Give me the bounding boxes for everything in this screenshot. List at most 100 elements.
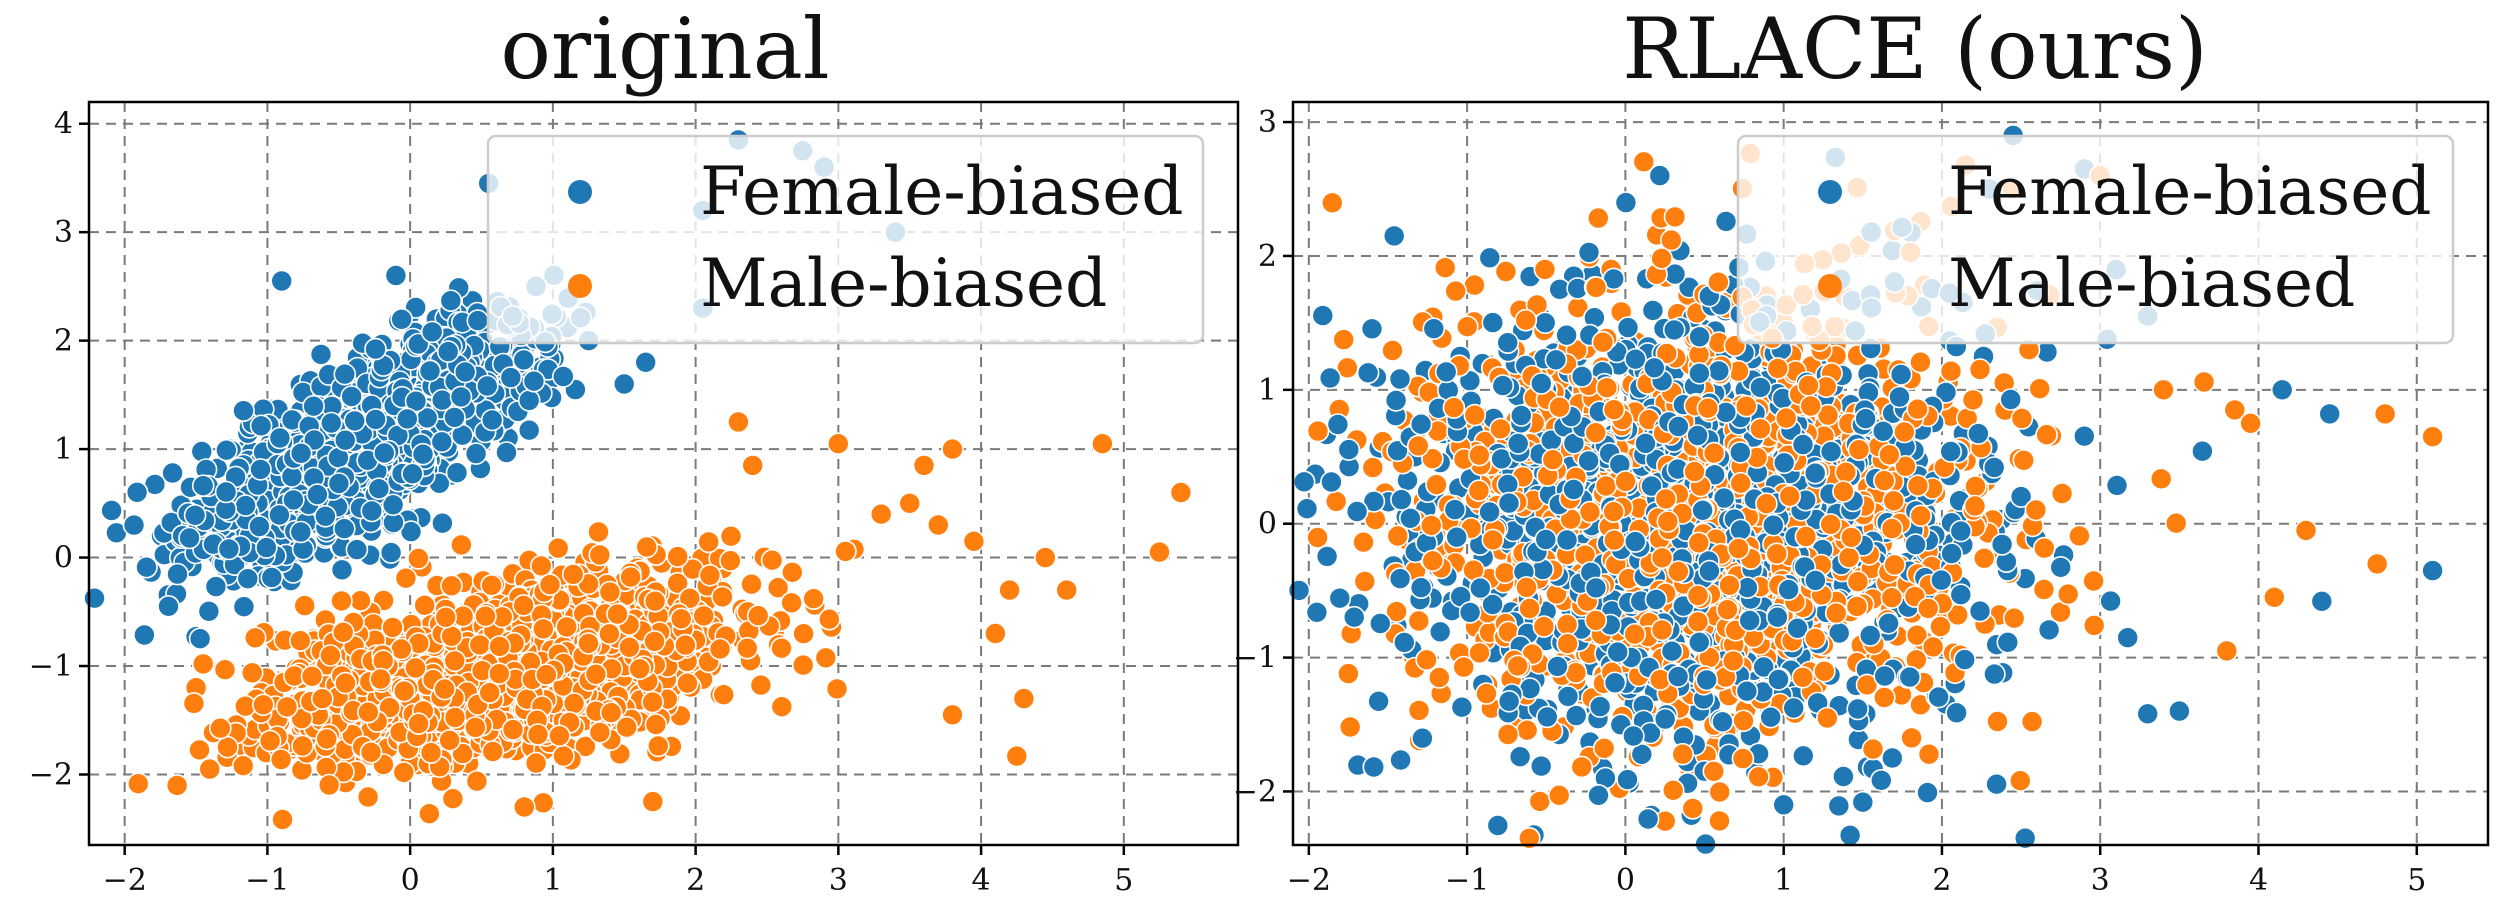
male-biased-point [526,723,550,746]
female-biased-point [270,269,294,293]
female-biased-point [268,426,292,450]
male-biased-point [271,808,294,831]
male-biased-point [1428,666,1451,689]
male-biased-point [1332,328,1355,351]
male-biased-point [746,604,770,628]
male-biased-point [962,529,986,553]
male-biased-point [389,637,413,661]
male-biased-point [984,622,1007,645]
male-biased-point [474,604,497,628]
female-biased-point [2318,402,2341,426]
male-biased-point [1917,742,1941,766]
female-biased-point [430,430,454,454]
male-biased-point [669,607,693,631]
male-biased-point [674,633,697,657]
male-biased-point [1353,570,1377,593]
male-biased-point [481,740,505,763]
male-biased-point [1452,655,1475,679]
male-biased-point [1306,419,1330,443]
male-biased-point [1148,540,1171,564]
male-biased-point [548,724,571,748]
female-biased-point [551,365,575,388]
male-biased-point [1961,388,1985,412]
male-biased-point [792,622,815,646]
female-biased-point [1999,388,2022,411]
male-biased-point [413,593,437,617]
female-biased-point [289,520,313,544]
female-biased-point [1533,311,1557,335]
male-biased-point [791,653,815,677]
female-biased-point [1393,631,1416,654]
male-biased-point [2009,769,2032,793]
female-biased-point [2073,424,2096,448]
female-biased-point [135,555,158,579]
male-biased-point [487,662,511,686]
female-biased-point [178,526,201,550]
y-tick-label: 4 [54,107,73,142]
female-biased-point [319,411,343,435]
female-biased-point [204,575,228,598]
male-biased-point [198,757,221,781]
male-biased-point [127,772,150,796]
male-biased-point [1352,530,1375,554]
male-biased-point [577,632,600,655]
male-biased-point [1034,546,1057,569]
male-biased-point [291,734,314,758]
female-biased-point [249,458,272,481]
female-biased-point [1388,367,1412,391]
male-biased-point [534,663,558,687]
male-biased-point [1570,755,1593,779]
male-biased-point [552,744,575,768]
male-biased-point [941,703,964,727]
male-biased-point [188,738,211,762]
male-biased-point [1381,339,1404,362]
male-biased-point [2082,569,2105,593]
x-tick-label: 3 [829,863,848,898]
female-biased-point [1832,765,1855,788]
male-biased-point [1515,718,1539,742]
male-biased-point [555,615,579,639]
male-biased-point [531,617,555,641]
male-biased-point [719,524,743,548]
male-biased-point [464,716,487,739]
female-biased-point [1529,754,1553,778]
female-biased-point [340,385,363,408]
female-biased-point [1362,755,1386,779]
male-biased-point [727,410,750,434]
x-tick-label: −1 [245,863,289,898]
female-biased-point [214,480,238,504]
male-biased-point [1528,790,1552,813]
male-biased-point [209,716,232,740]
female-biased-point [2191,439,2214,463]
female-biased-point [330,558,354,582]
male-biased-point [817,607,841,631]
female-biased-point [249,414,273,438]
male-biased-point [546,536,570,560]
male-biased-point [538,573,562,597]
female-biased-point [1508,745,1532,769]
female-biased-point [475,374,499,398]
male-biased-point [419,741,443,764]
scatter-points [83,128,1193,831]
male-biased-point [599,701,623,725]
male-biased-point [240,661,264,685]
male-biased-point [243,626,267,650]
female-biased-point [445,461,469,485]
male-biased-point [1055,578,1078,602]
male-biased-point [1972,546,1996,570]
male-biased-point [606,602,629,626]
male-biased-point [2421,425,2444,449]
female-biased-point [1486,814,1510,837]
male-biased-point [1169,481,1193,504]
male-biased-point [315,727,339,751]
male-biased-point [1747,765,1770,789]
male-biased-point [562,692,586,715]
male-biased-point [300,664,324,688]
female-biased-point [1827,794,1851,818]
male-biased-point [258,729,282,753]
female-biased-point [1399,506,1422,530]
male-biased-point [1386,524,1410,548]
male-biased-point [825,677,849,701]
